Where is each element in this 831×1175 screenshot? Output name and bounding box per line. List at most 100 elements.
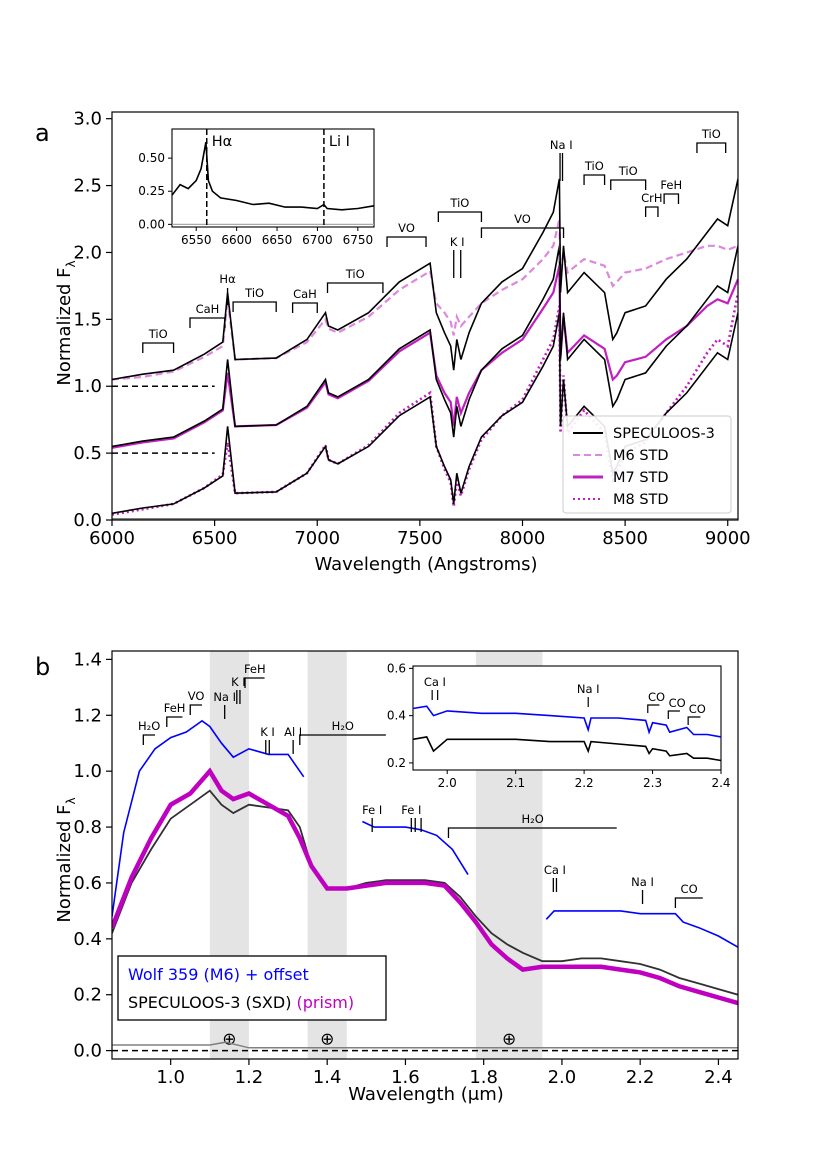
panel-a-x-tick-label-2: 7000	[294, 528, 340, 549]
panel-a-annotation-12: TiO	[610, 164, 647, 190]
panel-b-y-tick-label-4: 0.8	[73, 817, 102, 838]
panel-b-annotation-bracket	[166, 716, 183, 727]
panel-a-annotation-bracket	[291, 302, 318, 313]
panel-b-legend-label-2: (prism)	[297, 993, 355, 1012]
panel-a-legend-label-2: M7 STD	[613, 470, 669, 486]
panel-b-inset-spectrum-0	[412, 705, 722, 738]
panel-a-annotation-1: CaH	[189, 302, 226, 328]
panel-b-axes-frame	[111, 650, 739, 1060]
panel-a-inset-spectrum	[171, 142, 375, 211]
panel-a-y-tick-label-1: 0.5	[73, 443, 102, 464]
panel-a-annotation-label: TiO	[345, 267, 365, 281]
panel-b-inset-y-tick-label-2: 0.6	[387, 661, 406, 675]
panel-b-x-tick-label-1: 1.2	[235, 1067, 264, 1088]
panel-b-y-axis-label-main: Normalized F	[54, 804, 75, 922]
panel-a-inset-marker-label-1: Li I	[329, 134, 350, 150]
panel-b-annotation-4: K I	[231, 675, 246, 704]
panel-a-annotation-13: CrH	[641, 191, 662, 217]
panel-a-x-tick-label-0: 6000	[89, 528, 135, 549]
panel-b-legend-label-0: Wolf 359 (M6) + offset	[128, 965, 309, 984]
panel-a-x-tick-label-4: 8000	[500, 528, 546, 549]
panel-b-inset-annotation-2: CO	[647, 690, 665, 713]
panel-b-x-tick-label-0: 1.0	[156, 1067, 185, 1088]
panel-b-annotation-label: H₂O	[138, 719, 160, 733]
panel-b-telluric-symbol-1: ⊕	[320, 1029, 334, 1049]
panel-a-legend: SPECULOOS-3 M6 STD M7 STD M8 STD	[562, 415, 732, 514]
panel-a-y-tick-label-6: 3.0	[73, 109, 102, 130]
panel-b-annotation-6: K I	[260, 725, 275, 754]
panel-a-annotation-label: FeH	[660, 178, 682, 192]
panel-a-letter: a	[35, 119, 50, 147]
panel-b-annotation-label: VO	[188, 689, 205, 703]
panel-b-annotation-bracket	[674, 897, 703, 908]
panel-b-annotation-label: CO	[681, 882, 698, 896]
panel-b-annotation-bracket	[244, 677, 265, 688]
panel-a-annotation-7: TiO	[437, 196, 483, 222]
panel-a-annotation-bracket	[610, 179, 647, 190]
panel-a-y-tick-label-2: 1.0	[73, 376, 102, 397]
panel-b-annotation-label: Fe I	[362, 803, 382, 817]
panel-b-noise-line	[112, 1041, 738, 1049]
panel-a-inset-x-tick-label-4: 6750	[343, 233, 374, 247]
panel-a-annotation-0: TiO	[142, 327, 175, 353]
panel-a-annotation-4: CaH	[291, 287, 318, 313]
panel-a-annotation-label: TiO	[244, 286, 264, 300]
panel-b-annotation-5: FeH	[244, 662, 266, 688]
panel-b-wolf359-segment-0	[112, 719, 305, 917]
panel-a-legend-box	[562, 415, 732, 514]
panel-a-annotation-6: VO	[386, 221, 427, 247]
panel-b-legend: Wolf 359 (M6) + offset SPECULOOS-3 (SXD) …	[117, 955, 387, 1021]
panel-a-speculoos-line-1	[112, 245, 738, 448]
panel-a-x-tick-label-5: 8500	[602, 528, 648, 549]
panel-b-x-tick-label-3: 1.6	[391, 1067, 420, 1088]
panel-b-annotation-14: Na I	[631, 875, 654, 904]
panel-a-annotation-9: VO	[480, 212, 565, 238]
panel-b-annotation-label: Fe I	[401, 803, 421, 817]
panel-b-annotation-7: Al I	[284, 725, 302, 754]
panel-b-legend-label-1: SPECULOOS-3 (SXD)	[128, 993, 297, 1012]
panel-b-inset-annotation-bracket	[647, 704, 660, 713]
panel-b-x-tick-label-2: 1.4	[313, 1067, 342, 1088]
panel-a-plot-area	[112, 178, 738, 520]
panel-a-annotation-label: TiO	[618, 164, 638, 178]
panel-a-y-axis-label: Normalized Fλ	[54, 260, 78, 385]
panel-a-annotation-label: CaH	[196, 302, 220, 316]
panel-b-wolf359-segment-1	[362, 820, 469, 876]
panel-a-speculoos-line-2	[112, 178, 738, 381]
panel-a-y-axis-label-main: Normalized F	[54, 267, 75, 385]
panel-b-y-axis-label-sub: λ	[64, 797, 78, 804]
panel-b-inset-x-tick-label-3: 2.3	[643, 776, 662, 790]
panel-a-x-tick-label-1: 6500	[192, 528, 238, 549]
panel-b-x-tick-label-7: 2.4	[704, 1067, 733, 1088]
panel-a-inset-x-tick-label-0: 6550	[181, 233, 212, 247]
panel-b-annotation-13: Ca I	[544, 863, 566, 892]
panel-b-annotation-bracket	[299, 734, 386, 745]
panel-b-inset-annotation-label: Ca I	[424, 675, 446, 689]
panel-b-annotation-label: FeH	[164, 701, 186, 715]
panel-b-annotation-9: Fe I	[362, 803, 382, 832]
panel-a-ticks: 6000 6500 7000 7500 8000 8500 9000 0.0 0.5 1.0 1.5…	[73, 109, 750, 549]
panel-a-inset: Hα Li I 6550 6600 6650 6700 6750 0.00 0.25 0.50	[138, 128, 375, 247]
panel-a-frame	[111, 111, 739, 521]
panel-b-y-tick-label-6: 1.2	[73, 705, 102, 726]
panel-a-annotation-11: TiO	[583, 159, 606, 185]
panel-b-y-tick-label-1: 0.2	[73, 985, 102, 1006]
panel-b-plot-area	[112, 719, 738, 1052]
panel-a-annotation-bracket	[386, 236, 427, 247]
panel-a-y-tick-label-0: 0.0	[73, 510, 102, 531]
panel-b-annotation-8: H₂O	[299, 719, 386, 745]
panel-b-y-tick-label-3: 0.6	[73, 873, 102, 894]
panel-b-annotation-label: Al I	[284, 725, 302, 739]
panel-b-prism-line	[112, 767, 738, 1006]
panel-b-frame	[111, 650, 739, 1060]
panel-b-annotation-2: VO	[188, 689, 205, 715]
panel-a-annotation-bracket	[437, 211, 483, 222]
panel-a-legend-label-1: M6 STD	[613, 448, 669, 464]
panel-b-inset: Ca I Na ICO CO CO2.0 2.1 2.2 2.3 2.40.20.40.6	[387, 661, 731, 790]
panel-a-annotation-bracket	[189, 317, 226, 328]
panel-b-y-tick-label-7: 1.4	[73, 649, 102, 670]
panel-b-annotation-12: H₂O	[447, 812, 617, 838]
panel-a-annotation-label: VO	[514, 212, 531, 226]
panel-b-annotation-1: FeH	[164, 701, 186, 727]
panel-b-telluric-symbol-0: ⊕	[222, 1029, 236, 1049]
